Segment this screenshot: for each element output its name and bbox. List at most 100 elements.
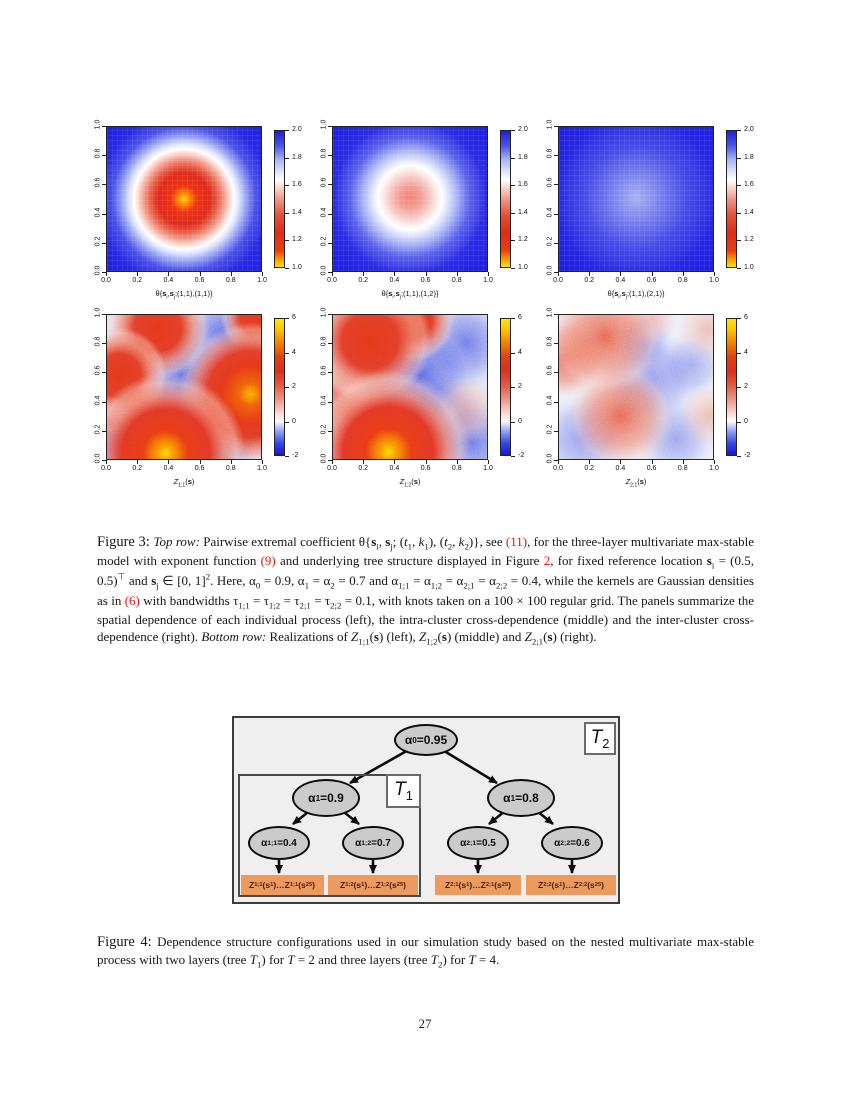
y-axis-tick-label: 0.4 bbox=[320, 395, 328, 405]
colorbar-tick bbox=[285, 240, 289, 242]
x-axis-tick-label: 0.6 bbox=[646, 465, 657, 472]
axis-title: Z2;1(s) bbox=[625, 477, 647, 489]
x-axis-tick-label: 1.0 bbox=[709, 465, 719, 472]
x-axis-tick bbox=[620, 272, 622, 276]
y-axis-tick bbox=[328, 213, 332, 215]
colorbar-tick bbox=[511, 387, 515, 388]
x-axis-tick bbox=[394, 272, 396, 276]
colorbar-tick-label: 1.0 bbox=[292, 264, 302, 271]
colorbar-tick-label: 1.8 bbox=[518, 153, 528, 161]
x-axis-tick-label: 0.0 bbox=[101, 465, 111, 472]
y-axis-tick-label: 0.0 bbox=[546, 265, 554, 276]
y-axis-tick bbox=[102, 401, 106, 403]
y-axis-tick bbox=[554, 460, 558, 461]
x-axis-tick bbox=[682, 272, 684, 276]
reference-link[interactable]: (11) bbox=[505, 534, 528, 549]
heatmap-plot bbox=[106, 314, 263, 461]
x-axis-tick-label: 0.2 bbox=[584, 277, 595, 284]
y-axis-tick-label: 0.0 bbox=[320, 453, 328, 464]
y-axis-tick-label: 0.4 bbox=[546, 395, 554, 405]
y-axis-tick-label: 0.6 bbox=[94, 366, 102, 376]
colorbar-tick-label: 1.2 bbox=[518, 236, 528, 244]
y-axis-tick-label: 0.4 bbox=[94, 395, 102, 405]
y-axis-tick-label: 1.0 bbox=[320, 119, 328, 130]
x-axis-tick bbox=[714, 272, 715, 276]
colorbar bbox=[726, 130, 737, 268]
colorbar-tick bbox=[511, 130, 515, 131]
tree-label-T2-text: T2 bbox=[590, 726, 610, 751]
y-axis-tick-label: 0.6 bbox=[320, 178, 328, 188]
colorbar-tick-label: 6 bbox=[292, 314, 296, 321]
colorbar bbox=[500, 318, 511, 456]
x-axis-tick-label: 1.0 bbox=[483, 465, 493, 472]
x-axis-tick bbox=[558, 460, 559, 464]
caption-segment: Pairwise extremal coefficient θ{si, sj; … bbox=[199, 534, 506, 552]
x-axis-tick-label: 0.4 bbox=[615, 277, 626, 284]
y-axis-tick bbox=[102, 314, 106, 315]
y-axis-tick-label: 0.8 bbox=[94, 336, 102, 347]
x-axis-tick bbox=[363, 272, 365, 276]
heatmap-panel: 0.0 0.0 0.2 0.2 0.4 0.4 0.6 0.6 0.8 0.8 1.0 1.0 θ{si… bbox=[318, 120, 536, 310]
x-axis-tick bbox=[332, 460, 333, 464]
y-axis-tick-label: 0.8 bbox=[94, 148, 102, 159]
axis-title: θ{si,sj;(1,1),(1,1)} bbox=[155, 289, 213, 301]
x-axis-tick-label: 0.2 bbox=[584, 465, 595, 472]
colorbar-tick bbox=[511, 240, 515, 242]
y-axis-tick-label: 1.0 bbox=[94, 307, 102, 318]
y-axis-tick bbox=[328, 460, 332, 461]
y-axis-tick-label: 0.2 bbox=[94, 424, 102, 435]
x-axis-tick-label: 0.6 bbox=[194, 465, 205, 472]
knot-grid-texture bbox=[333, 127, 487, 271]
tree-label-T1: T1 bbox=[386, 774, 421, 808]
tree-leaf-1: Z 1;1 (s 1)…Z 1;1 (s 25) bbox=[240, 875, 324, 895]
colorbar-tick-label: 1.4 bbox=[744, 208, 754, 216]
y-axis-tick bbox=[554, 213, 558, 215]
x-axis-tick-label: 1.0 bbox=[257, 277, 267, 284]
y-axis-tick-label: 1.0 bbox=[94, 119, 102, 130]
tree-label-T1-text: T1 bbox=[394, 779, 413, 803]
y-axis-tick-label: 0.0 bbox=[546, 453, 554, 464]
heatmap-plot bbox=[332, 314, 489, 461]
caption-segment: Realizations of Z1;1(s) (left), Z1;2(s) … bbox=[266, 628, 597, 647]
heatmap-plot bbox=[106, 126, 262, 272]
x-axis-tick bbox=[137, 272, 139, 276]
colorbar-tick bbox=[737, 130, 741, 131]
heatmap-panel: 0.0 0.0 0.2 0.2 0.4 0.4 0.6 0.6 0.8 0.8 1.0 1.0 Z1;1… bbox=[92, 308, 310, 498]
y-axis-tick-label: 0.2 bbox=[320, 424, 328, 435]
colorbar bbox=[274, 318, 285, 456]
colorbar-tick bbox=[511, 318, 515, 319]
colorbar-tick bbox=[737, 157, 741, 159]
colorbar-tick-label: 2.0 bbox=[518, 126, 528, 133]
reference-link[interactable]: 2 bbox=[543, 553, 551, 569]
axis-title: θ{si,sj;(1,1),(2,1)} bbox=[607, 289, 665, 301]
colorbar-tick-label: 2.0 bbox=[292, 126, 302, 133]
colorbar-tick bbox=[285, 456, 289, 457]
page-number: 27 bbox=[418, 1016, 432, 1031]
colorbar bbox=[500, 130, 511, 268]
y-axis-tick-label: 1.0 bbox=[546, 119, 554, 130]
heatmap-panel: 0.0 0.0 0.2 0.2 0.4 0.4 0.6 0.6 0.8 0.8 1.0 1.0 Z2;1… bbox=[544, 308, 762, 498]
colorbar-tick bbox=[737, 352, 741, 354]
x-axis-tick bbox=[199, 460, 201, 464]
tree-inner-box-T1 bbox=[238, 774, 421, 897]
y-axis-tick bbox=[102, 430, 106, 432]
reference-link[interactable]: (6) bbox=[124, 592, 140, 608]
heatmap-panel: 0.0 0.0 0.2 0.2 0.4 0.4 0.6 0.6 0.8 0.8 1.0 1.0 θ{si… bbox=[544, 120, 762, 310]
colorbar-tick bbox=[511, 185, 515, 187]
tree-node-cluster2: α 1 =0.8 bbox=[487, 779, 555, 817]
y-axis-tick-label: 0.8 bbox=[546, 148, 554, 159]
colorbar-tick-label: 6 bbox=[744, 314, 748, 321]
tree-node-alpha-1: α 1;1 =0.4 bbox=[248, 826, 310, 860]
caption-segment: with bandwidths τ1;1 = τ1;2 = τ2;1 = τ2;… bbox=[97, 592, 754, 644]
heatmap-panel: 0.0 0.0 0.2 0.2 0.4 0.4 0.6 0.6 0.8 0.8 1.0 1.0 Z1;2… bbox=[318, 308, 536, 498]
colorbar-tick bbox=[511, 268, 515, 269]
tree-node-alpha-2: α 1;2 =0.7 bbox=[342, 826, 404, 860]
y-axis-tick-label: 0.8 bbox=[546, 336, 554, 347]
reference-link[interactable]: (9) bbox=[260, 553, 276, 569]
x-axis-tick-label: 0.6 bbox=[420, 465, 431, 472]
x-axis-tick bbox=[332, 272, 333, 276]
x-axis-tick bbox=[488, 272, 489, 276]
colorbar-tick-label: -2 bbox=[744, 452, 751, 459]
x-axis-tick-label: 0.0 bbox=[553, 465, 563, 472]
colorbar-tick-label: 1.4 bbox=[292, 208, 302, 216]
